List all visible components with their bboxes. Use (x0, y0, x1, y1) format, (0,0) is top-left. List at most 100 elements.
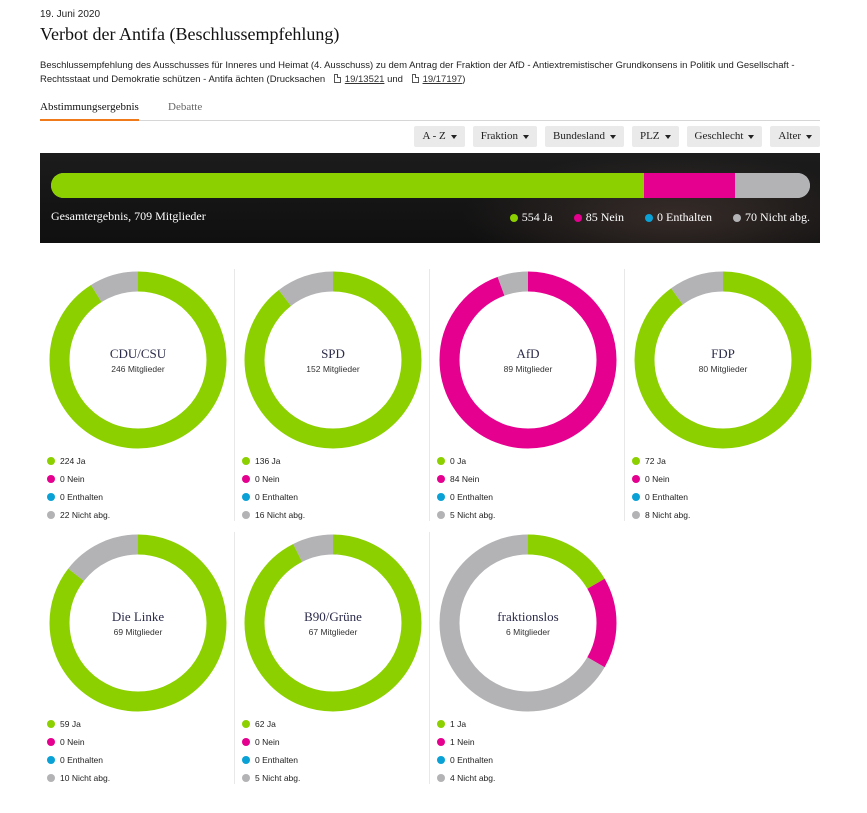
dot-enthalten-icon (242, 756, 250, 764)
alter-dropdown[interactable]: Alter (770, 126, 820, 147)
dot-ja-icon (47, 720, 55, 728)
legend-value: 0 Enthalten (60, 755, 103, 765)
legend-value: 5 Nicht abg. (450, 510, 495, 520)
dot-nein-icon (242, 475, 250, 483)
party-donut: Die Linke 69 Mitglieder (49, 534, 227, 712)
legend-row-enthalten: 0 Enthalten (242, 488, 305, 506)
filter-label: PLZ (640, 126, 660, 147)
dot-ja-icon (47, 457, 55, 465)
dot-nicht-icon (437, 511, 445, 519)
legend-row-enthalten: 0 Enthalten (437, 751, 495, 769)
vote-description: Beschlussempfehlung des Ausschusses für … (40, 59, 820, 87)
legend-row-nein: 0 Nein (47, 733, 110, 751)
dot-ja-icon (437, 457, 445, 465)
legend-enthalten: 0 Enthalten (645, 210, 712, 225)
dot-nein-icon (437, 475, 445, 483)
donut-center-label: AfD 89 Mitglieder (439, 346, 617, 374)
donut-center-label: fraktionslos 6 Mitglieder (439, 609, 617, 637)
dot-enthalten-icon (632, 493, 640, 501)
party-members: 89 Mitglieder (439, 364, 617, 374)
chevron-down-icon (748, 135, 754, 139)
party-name: fraktionslos (439, 609, 617, 625)
legend-value: 10 Nicht abg. (60, 773, 110, 783)
dot-nein-icon (437, 738, 445, 746)
geschlecht-dropdown[interactable]: Geschlecht (687, 126, 763, 147)
dot-enthalten-icon (437, 756, 445, 764)
legend-value: 136 Ja (255, 456, 281, 466)
document-link-2[interactable]: 19/17197 (423, 74, 463, 85)
legend-value: 8 Nicht abg. (645, 510, 690, 520)
party-members: 152 Mitglieder (244, 364, 422, 374)
party-members: 69 Mitglieder (49, 627, 227, 637)
dot-nicht-icon (733, 214, 741, 222)
dot-nein-icon (574, 214, 582, 222)
party-name: CDU/CSU (49, 346, 227, 362)
legend-row-enthalten: 0 Enthalten (47, 488, 110, 506)
legend-ja-text: 554 Ja (522, 210, 553, 225)
dot-nein-icon (47, 738, 55, 746)
tab-abstimmungsergebnis[interactable]: Abstimmungsergebnis (40, 101, 139, 121)
legend-value: 22 Nicht abg. (60, 510, 110, 520)
bar-segment-ja (51, 173, 644, 198)
legend-nicht: 70 Nicht abg. (733, 210, 810, 225)
legend-row-ja: 59 Ja (47, 715, 110, 733)
page-title: Verbot der Antifa (Beschlussempfehlung) (40, 24, 339, 45)
dot-nicht-icon (437, 774, 445, 782)
legend-value: 0 Enthalten (60, 492, 103, 502)
legend-value: 5 Nicht abg. (255, 773, 300, 783)
legend-value: 0 Nein (255, 474, 280, 484)
legend-row-ja: 136 Ja (242, 452, 305, 470)
legend-value: 0 Enthalten (450, 755, 493, 765)
dot-nicht-icon (242, 511, 250, 519)
document-icon (412, 74, 419, 83)
chevron-down-icon (665, 135, 671, 139)
party-card[interactable]: Die Linke 69 Mitglieder 59 Ja 0 Nein 0 Entha… (40, 532, 235, 784)
party-name: AfD (439, 346, 617, 362)
legend-value: 0 Enthalten (255, 755, 298, 765)
party-legend: 62 Ja 0 Nein 0 Enthalten 5 Nicht abg. (242, 715, 300, 787)
legend-value: 0 Nein (60, 737, 85, 747)
description-end: ) (462, 74, 465, 85)
legend-row-nein: 84 Nein (437, 470, 495, 488)
total-result-banner: Gesamtergebnis, 709 Mitglieder 554 Ja 85… (40, 153, 820, 243)
legend-value: 0 Enthalten (645, 492, 688, 502)
party-name: FDP (634, 346, 812, 362)
plz-dropdown[interactable]: PLZ (632, 126, 679, 147)
legend-row-nicht: 5 Nicht abg. (437, 506, 495, 524)
party-card[interactable]: FDP 80 Mitglieder 72 Ja 0 Nein 0 Enthalten 8 … (625, 269, 820, 521)
fraktion-dropdown[interactable]: Fraktion (473, 126, 537, 147)
legend-row-nein: 0 Nein (242, 470, 305, 488)
document-link-1[interactable]: 19/13521 (345, 74, 385, 85)
dot-enthalten-icon (47, 756, 55, 764)
dot-enthalten-icon (47, 493, 55, 501)
legend-row-enthalten: 0 Enthalten (632, 488, 690, 506)
party-legend: 224 Ja 0 Nein 0 Enthalten 22 Nicht abg. (47, 452, 110, 524)
chevron-down-icon (806, 135, 812, 139)
bar-segment-nein (644, 173, 735, 198)
party-card[interactable]: SPD 152 Mitglieder 136 Ja 0 Nein 0 Enthalten… (235, 269, 430, 521)
legend-row-nicht: 16 Nicht abg. (242, 506, 305, 524)
legend-ja: 554 Ja (510, 210, 553, 225)
vote-date: 19. Juni 2020 (40, 9, 100, 20)
donut-center-label: B90/Grüne 67 Mitglieder (244, 609, 422, 637)
legend-row-enthalten: 0 Enthalten (437, 488, 495, 506)
party-card[interactable]: fraktionslos 6 Mitglieder 1 Ja 1 Nein 0 Enth… (430, 532, 625, 784)
legend-row-ja: 0 Ja (437, 452, 495, 470)
party-card[interactable]: B90/Grüne 67 Mitglieder 62 Ja 0 Nein 0 Entha… (235, 532, 430, 784)
legend-row-ja: 224 Ja (47, 452, 110, 470)
legend-value: 0 Ja (450, 456, 466, 466)
dot-ja-icon (437, 720, 445, 728)
tab-debatte[interactable]: Debatte (168, 101, 202, 119)
party-members: 246 Mitglieder (49, 364, 227, 374)
party-donut: B90/Grüne 67 Mitglieder (244, 534, 422, 712)
legend-value: 1 Ja (450, 719, 466, 729)
party-card[interactable]: AfD 89 Mitglieder 0 Ja 84 Nein 0 Enthalten 5 … (430, 269, 625, 521)
sort-az-dropdown[interactable]: A - Z (414, 126, 464, 147)
legend-value: 0 Nein (645, 474, 670, 484)
legend-row-nicht: 22 Nicht abg. (47, 506, 110, 524)
bundesland-dropdown[interactable]: Bundesland (545, 126, 624, 147)
legend-row-nicht: 4 Nicht abg. (437, 769, 495, 787)
legend-row-enthalten: 0 Enthalten (47, 751, 110, 769)
legend-row-nicht: 5 Nicht abg. (242, 769, 300, 787)
party-card[interactable]: CDU/CSU 246 Mitglieder 224 Ja 0 Nein 0 Entha… (40, 269, 235, 521)
